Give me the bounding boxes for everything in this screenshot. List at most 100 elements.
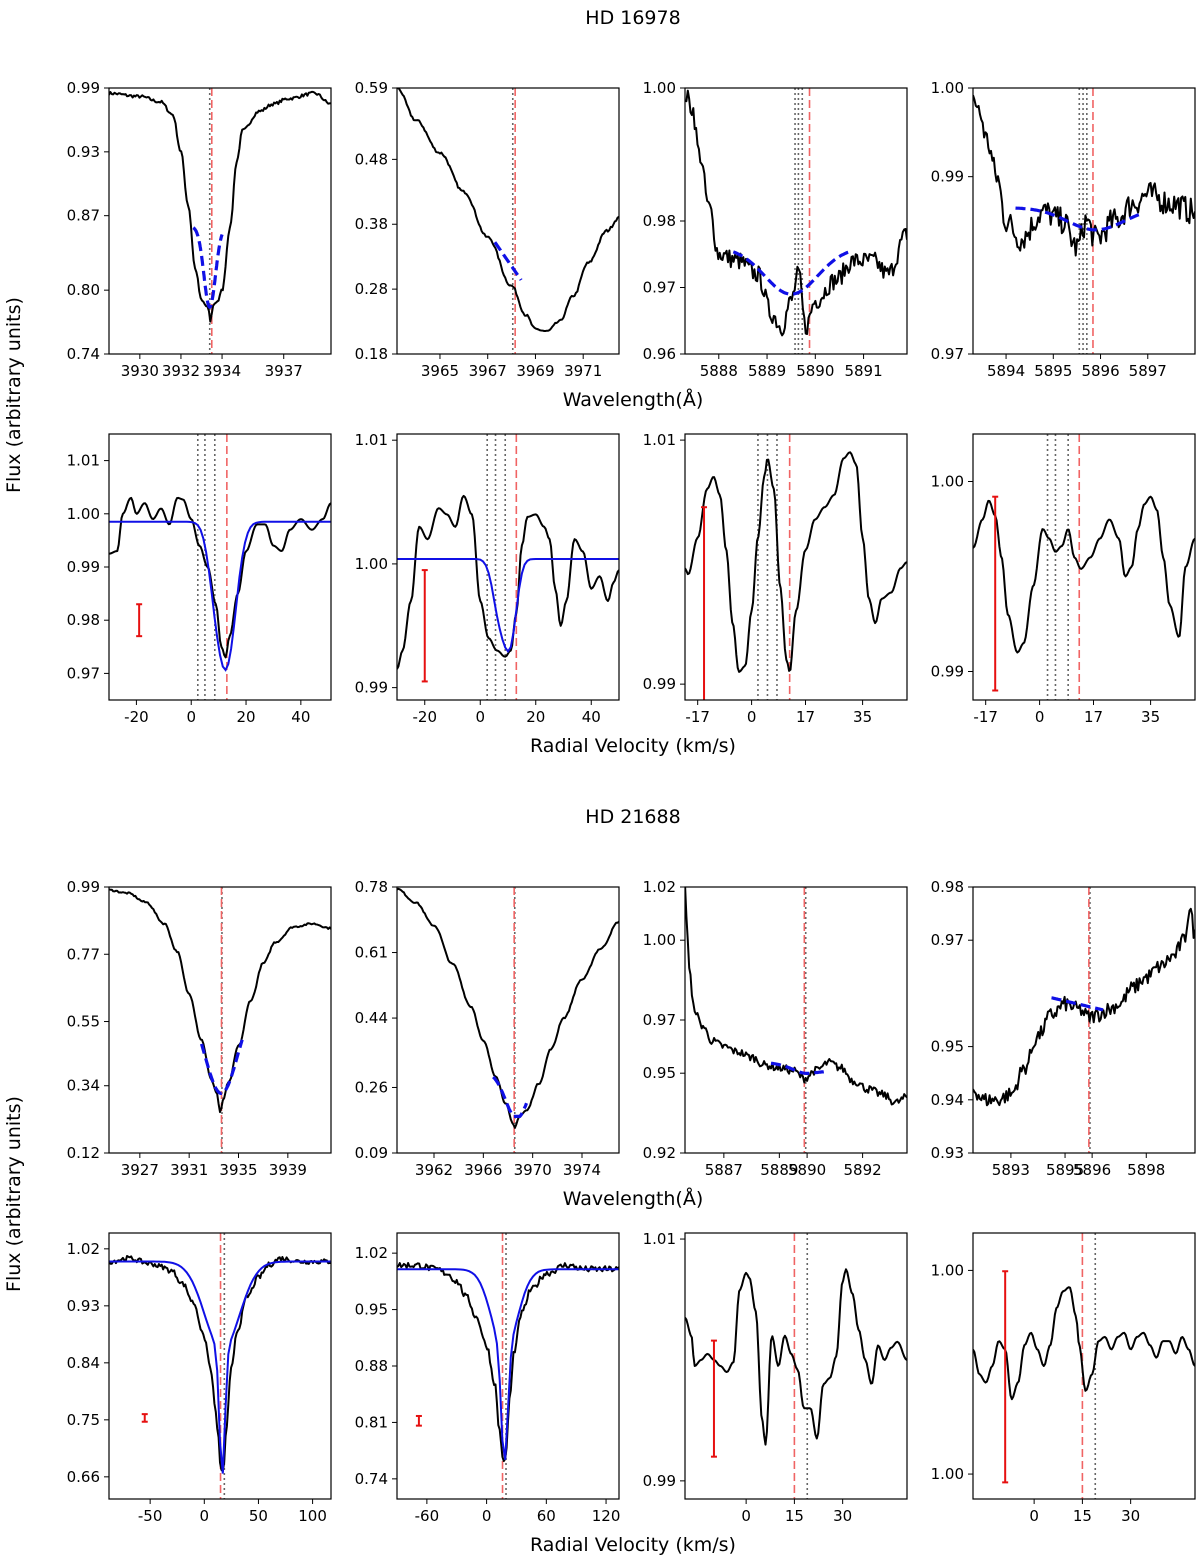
y-tick-label: 0.26 — [355, 1078, 388, 1096]
x-tick-label: 30 — [1121, 1507, 1140, 1525]
x-tick-label: 17 — [796, 708, 815, 726]
x-tick-label: 3965 — [421, 362, 459, 380]
y-tick-label: 0.55 — [67, 1013, 100, 1031]
x-tick-label: 3969 — [516, 362, 554, 380]
spectrum-line — [109, 90, 331, 323]
plot-area — [685, 88, 907, 354]
x-tick-label: 5890 — [796, 362, 834, 380]
y-tick-label: 0.74 — [67, 345, 100, 363]
model-fit-line — [397, 1268, 619, 1460]
wavelength-panel: 3965 3967 3969 3971 0.18 0.28 0.38 0.48 0.59 — [355, 79, 620, 380]
wavelength-panel: 3927 3931 3935 3939 0.12 0.34 0.55 0.77 0.99 — [67, 878, 332, 1179]
plot-area — [109, 434, 331, 700]
y-tick-label: 0.44 — [355, 1009, 388, 1027]
block-title: HD 21688 — [585, 806, 680, 828]
x-tick-label: 40 — [291, 708, 310, 726]
y-tick-label: 0.92 — [643, 1144, 676, 1162]
spectrum-line — [397, 1262, 619, 1462]
model-fit-line — [1051, 996, 1104, 1012]
spectrum-line — [973, 907, 1195, 1107]
velocity-panel: 0 15 30 0.99 1.01 — [643, 1230, 908, 1525]
x-tick-label: 0 — [741, 1507, 751, 1525]
star-block-hd16978: HD 16978 3930 3932 3934 3937 0.74 0.80 0.87 0.9… — [67, 7, 1196, 726]
x-tick-label: 5895 — [1034, 362, 1072, 380]
y-tick-label: 0.78 — [355, 878, 388, 896]
spectrum-line — [973, 495, 1195, 654]
spectrum-line — [973, 94, 1195, 257]
y-tick-label: 1.02 — [643, 878, 676, 896]
y-tick-label: 0.97 — [931, 345, 964, 363]
x-tick-label: 5890 — [788, 1161, 826, 1179]
y-tick-label: 0.98 — [643, 212, 676, 230]
x-tick-label: 20 — [526, 708, 545, 726]
x-tick-label: 5898 — [1127, 1161, 1165, 1179]
axes-frame — [108, 886, 332, 1154]
x-tick-label: 60 — [537, 1507, 556, 1525]
velocity-panel: -60 0 60 120 0.74 0.81 0.88 0.95 1.02 — [355, 1232, 620, 1525]
x-tick-label: 5896 — [1073, 1161, 1111, 1179]
plot-area — [109, 887, 331, 1153]
x-tick-label: 3934 — [203, 362, 241, 380]
y-tick-label: 0.38 — [355, 215, 388, 233]
x-tick-label: 3930 — [121, 362, 159, 380]
y-tick-label: 0.99 — [67, 79, 100, 97]
spectrum-line — [397, 494, 619, 670]
x-tick-label: 35 — [853, 708, 872, 726]
wavelength-panel: 5894 5895 5896 5897 0.97 0.99 1.00 — [931, 79, 1196, 380]
x-tick-label: 5891 — [844, 362, 882, 380]
error-bar — [421, 569, 428, 683]
y-tick-label: 0.93 — [931, 1144, 964, 1162]
plot-area — [109, 88, 331, 354]
axes-frame — [684, 1232, 908, 1500]
x-tick-label: 0 — [186, 708, 196, 726]
velocity-xlabel: Radial Velocity (km/s) — [530, 735, 736, 757]
axes-frame — [972, 886, 1196, 1154]
wavelength-panel: 3962 3966 3970 3974 0.09 0.26 0.44 0.61 0.78 — [355, 878, 620, 1179]
x-tick-label: 3970 — [514, 1161, 552, 1179]
velocity-panel: -20 0 20 40 0.99 1.00 1.01 — [355, 431, 620, 726]
flux-ylabel: Flux (arbitrary units) — [3, 297, 25, 493]
x-tick-label: -17 — [685, 708, 710, 726]
velocity-panel: -20 0 20 40 0.97 0.98 0.99 1.00 1.01 — [67, 433, 332, 726]
y-tick-label: 0.97 — [931, 931, 964, 949]
velocity-panel: 0 15 30 1.00 1.00 — [931, 1232, 1196, 1525]
model-fit-line — [397, 558, 619, 654]
x-tick-label: -20 — [124, 708, 149, 726]
flux-ylabel: Flux (arbitrary units) — [3, 1096, 25, 1292]
error-bar — [415, 1414, 422, 1427]
x-tick-label: 0 — [482, 1507, 492, 1525]
y-tick-label: 0.93 — [67, 1297, 100, 1315]
axes-frame — [396, 1232, 620, 1500]
y-tick-label: 0.59 — [355, 79, 388, 97]
spectrum-line — [109, 496, 331, 659]
spectrum-line — [685, 89, 907, 337]
y-tick-label: 1.01 — [355, 431, 388, 449]
axes-frame — [972, 1232, 1196, 1500]
y-tick-label: 1.01 — [643, 1230, 676, 1248]
y-tick-label: 1.01 — [643, 431, 676, 449]
x-tick-label: 0 — [475, 708, 485, 726]
x-tick-label: -60 — [415, 1507, 440, 1525]
x-tick-label: 3971 — [564, 362, 602, 380]
y-tick-label: 0.87 — [67, 207, 100, 225]
y-tick-label: 0.18 — [355, 345, 388, 363]
x-tick-label: 30 — [833, 1507, 852, 1525]
x-tick-label: 20 — [236, 708, 255, 726]
x-tick-label: 0 — [747, 708, 757, 726]
y-tick-label: 0.28 — [355, 280, 388, 298]
axes-frame — [108, 1232, 332, 1500]
y-tick-label: 1.00 — [931, 1261, 964, 1279]
x-tick-label: -50 — [138, 1507, 163, 1525]
x-tick-label: 5892 — [844, 1161, 882, 1179]
y-tick-label: 0.96 — [643, 345, 676, 363]
plot-area — [397, 1233, 619, 1499]
x-tick-label: 3935 — [219, 1161, 257, 1179]
x-tick-label: 5893 — [992, 1161, 1030, 1179]
y-tick-label: 0.34 — [67, 1077, 100, 1095]
x-tick-label: 5894 — [987, 362, 1025, 380]
plot-area — [973, 887, 1195, 1153]
model-fit-line — [109, 520, 331, 672]
y-tick-label: 0.99 — [931, 663, 964, 681]
y-tick-label: 0.97 — [67, 664, 100, 682]
